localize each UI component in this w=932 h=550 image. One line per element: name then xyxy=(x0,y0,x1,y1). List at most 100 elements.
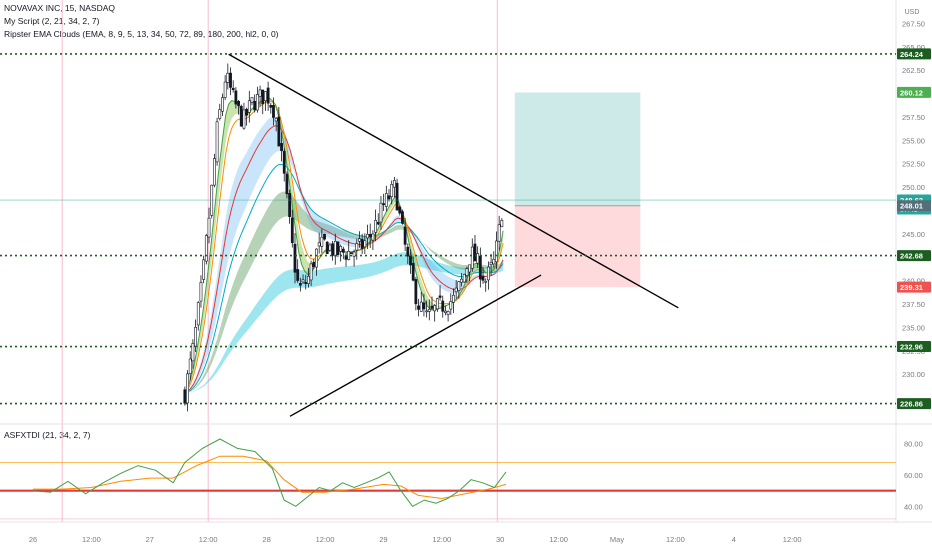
candle-body xyxy=(317,242,321,247)
candle-body xyxy=(298,282,302,286)
candle-body xyxy=(395,182,399,211)
candle-body xyxy=(191,343,195,362)
ema-cloud-short xyxy=(184,116,504,393)
candle-body xyxy=(358,238,361,242)
candle-body xyxy=(229,72,232,88)
candle-body xyxy=(476,253,480,264)
candle-body xyxy=(366,233,369,239)
candle-body xyxy=(371,233,375,241)
candle-body xyxy=(223,81,227,98)
candle-body xyxy=(304,282,308,284)
candle-body xyxy=(261,89,265,105)
level-tag-3-label: 226.86 xyxy=(900,400,923,409)
level-tag-2-label: 232.96 xyxy=(900,343,923,352)
target-zone[interactable] xyxy=(514,92,641,206)
position-zones xyxy=(514,92,641,288)
candle-body xyxy=(438,295,442,298)
candle-body xyxy=(484,280,488,283)
candle-body xyxy=(309,263,313,281)
candle-body xyxy=(266,87,270,104)
time-tick-7: 12:00 xyxy=(432,535,451,544)
candle-body xyxy=(328,244,332,251)
osc-tick: 80.00 xyxy=(904,440,923,449)
candle-body xyxy=(239,105,243,127)
candle-body xyxy=(495,240,498,263)
candle-body xyxy=(379,202,383,223)
price-tick: 267.50 xyxy=(902,19,925,28)
candle-body xyxy=(409,255,412,266)
candle-body xyxy=(492,258,496,265)
time-tick-8: 30 xyxy=(496,535,504,544)
candle-body xyxy=(188,358,192,374)
candle-body xyxy=(430,305,434,309)
candle-body xyxy=(285,173,289,195)
candle-body xyxy=(352,251,356,257)
candle-body xyxy=(194,326,197,348)
currency-label: USD xyxy=(905,9,920,16)
time-tick-0: 26 xyxy=(29,535,37,544)
candle-body xyxy=(269,104,273,108)
candle-body xyxy=(245,108,249,116)
candle-body xyxy=(339,245,343,252)
candle-body xyxy=(481,276,485,281)
candle-body xyxy=(234,90,238,105)
candle-body xyxy=(221,97,224,112)
candle-body xyxy=(264,91,267,102)
price-tag-stop-label: 239.31 xyxy=(900,283,923,292)
time-tick-12: 4 xyxy=(732,535,736,544)
level-tag-2 xyxy=(897,341,931,353)
symbol-legend[interactable]: NOVAVAX INC, 15, NASDAQ xyxy=(4,3,116,13)
candle-body xyxy=(255,94,259,111)
candle-body xyxy=(387,195,391,200)
trendline-1[interactable] xyxy=(289,274,542,417)
candle-body xyxy=(301,279,305,283)
candle-body xyxy=(401,211,404,224)
oscillator-legend[interactable]: ASFXTDI (21, 34, 2, 7) xyxy=(4,430,91,440)
candle-body xyxy=(207,217,211,238)
candle-body xyxy=(274,118,278,122)
candle-body xyxy=(433,305,437,312)
price-tag-entry-label: 248.01 xyxy=(900,202,923,211)
time-tick-2: 27 xyxy=(146,535,154,544)
candle-body xyxy=(307,276,310,284)
candle-body xyxy=(468,264,471,273)
candle-body xyxy=(360,239,364,249)
candle-body xyxy=(323,233,326,240)
osc-tick: 40.00 xyxy=(904,502,923,511)
time-tick-10: May xyxy=(610,535,624,544)
candle-body xyxy=(489,262,493,266)
candle-body xyxy=(425,310,429,313)
candle-body xyxy=(247,100,251,113)
indicator-legend-my-script[interactable]: My Script (2, 21, 34, 2, 7) xyxy=(4,16,100,26)
candle-body xyxy=(462,274,466,283)
candle-body xyxy=(374,220,377,233)
candle-body xyxy=(414,279,418,305)
candle-body xyxy=(478,255,482,280)
candle-body xyxy=(258,89,262,97)
ema-line-cyan xyxy=(184,163,504,394)
price-tag-stop xyxy=(897,281,931,293)
trendline-0[interactable] xyxy=(228,53,679,309)
price-tag-target xyxy=(897,86,931,98)
candle-body xyxy=(199,282,203,302)
candle-body xyxy=(336,241,340,256)
candle-body xyxy=(349,252,353,254)
candle-body xyxy=(296,269,300,281)
candle-body xyxy=(465,268,469,276)
candle-body xyxy=(237,100,240,106)
candle-body xyxy=(250,97,254,103)
candle-body xyxy=(202,259,206,280)
stop-zone[interactable] xyxy=(514,205,641,288)
time-tick-5: 12:00 xyxy=(316,535,335,544)
price-tick: 245.00 xyxy=(902,230,925,239)
time-axis: 26 12:00 27 12:00 28 12:00 29 12:00 30 12:00 May 12… xyxy=(29,535,802,544)
price-tick: 262.50 xyxy=(902,66,925,75)
candle-body xyxy=(457,281,461,291)
price-tick: 257.50 xyxy=(902,113,925,122)
ema-cloud-long xyxy=(184,252,504,393)
candle-body xyxy=(376,221,380,225)
candle-body xyxy=(460,278,463,283)
indicator-legend-ema-clouds[interactable]: Ripster EMA Clouds (EMA, 8, 9, 5, 13, 34… xyxy=(4,29,279,39)
candle-body xyxy=(363,240,367,248)
